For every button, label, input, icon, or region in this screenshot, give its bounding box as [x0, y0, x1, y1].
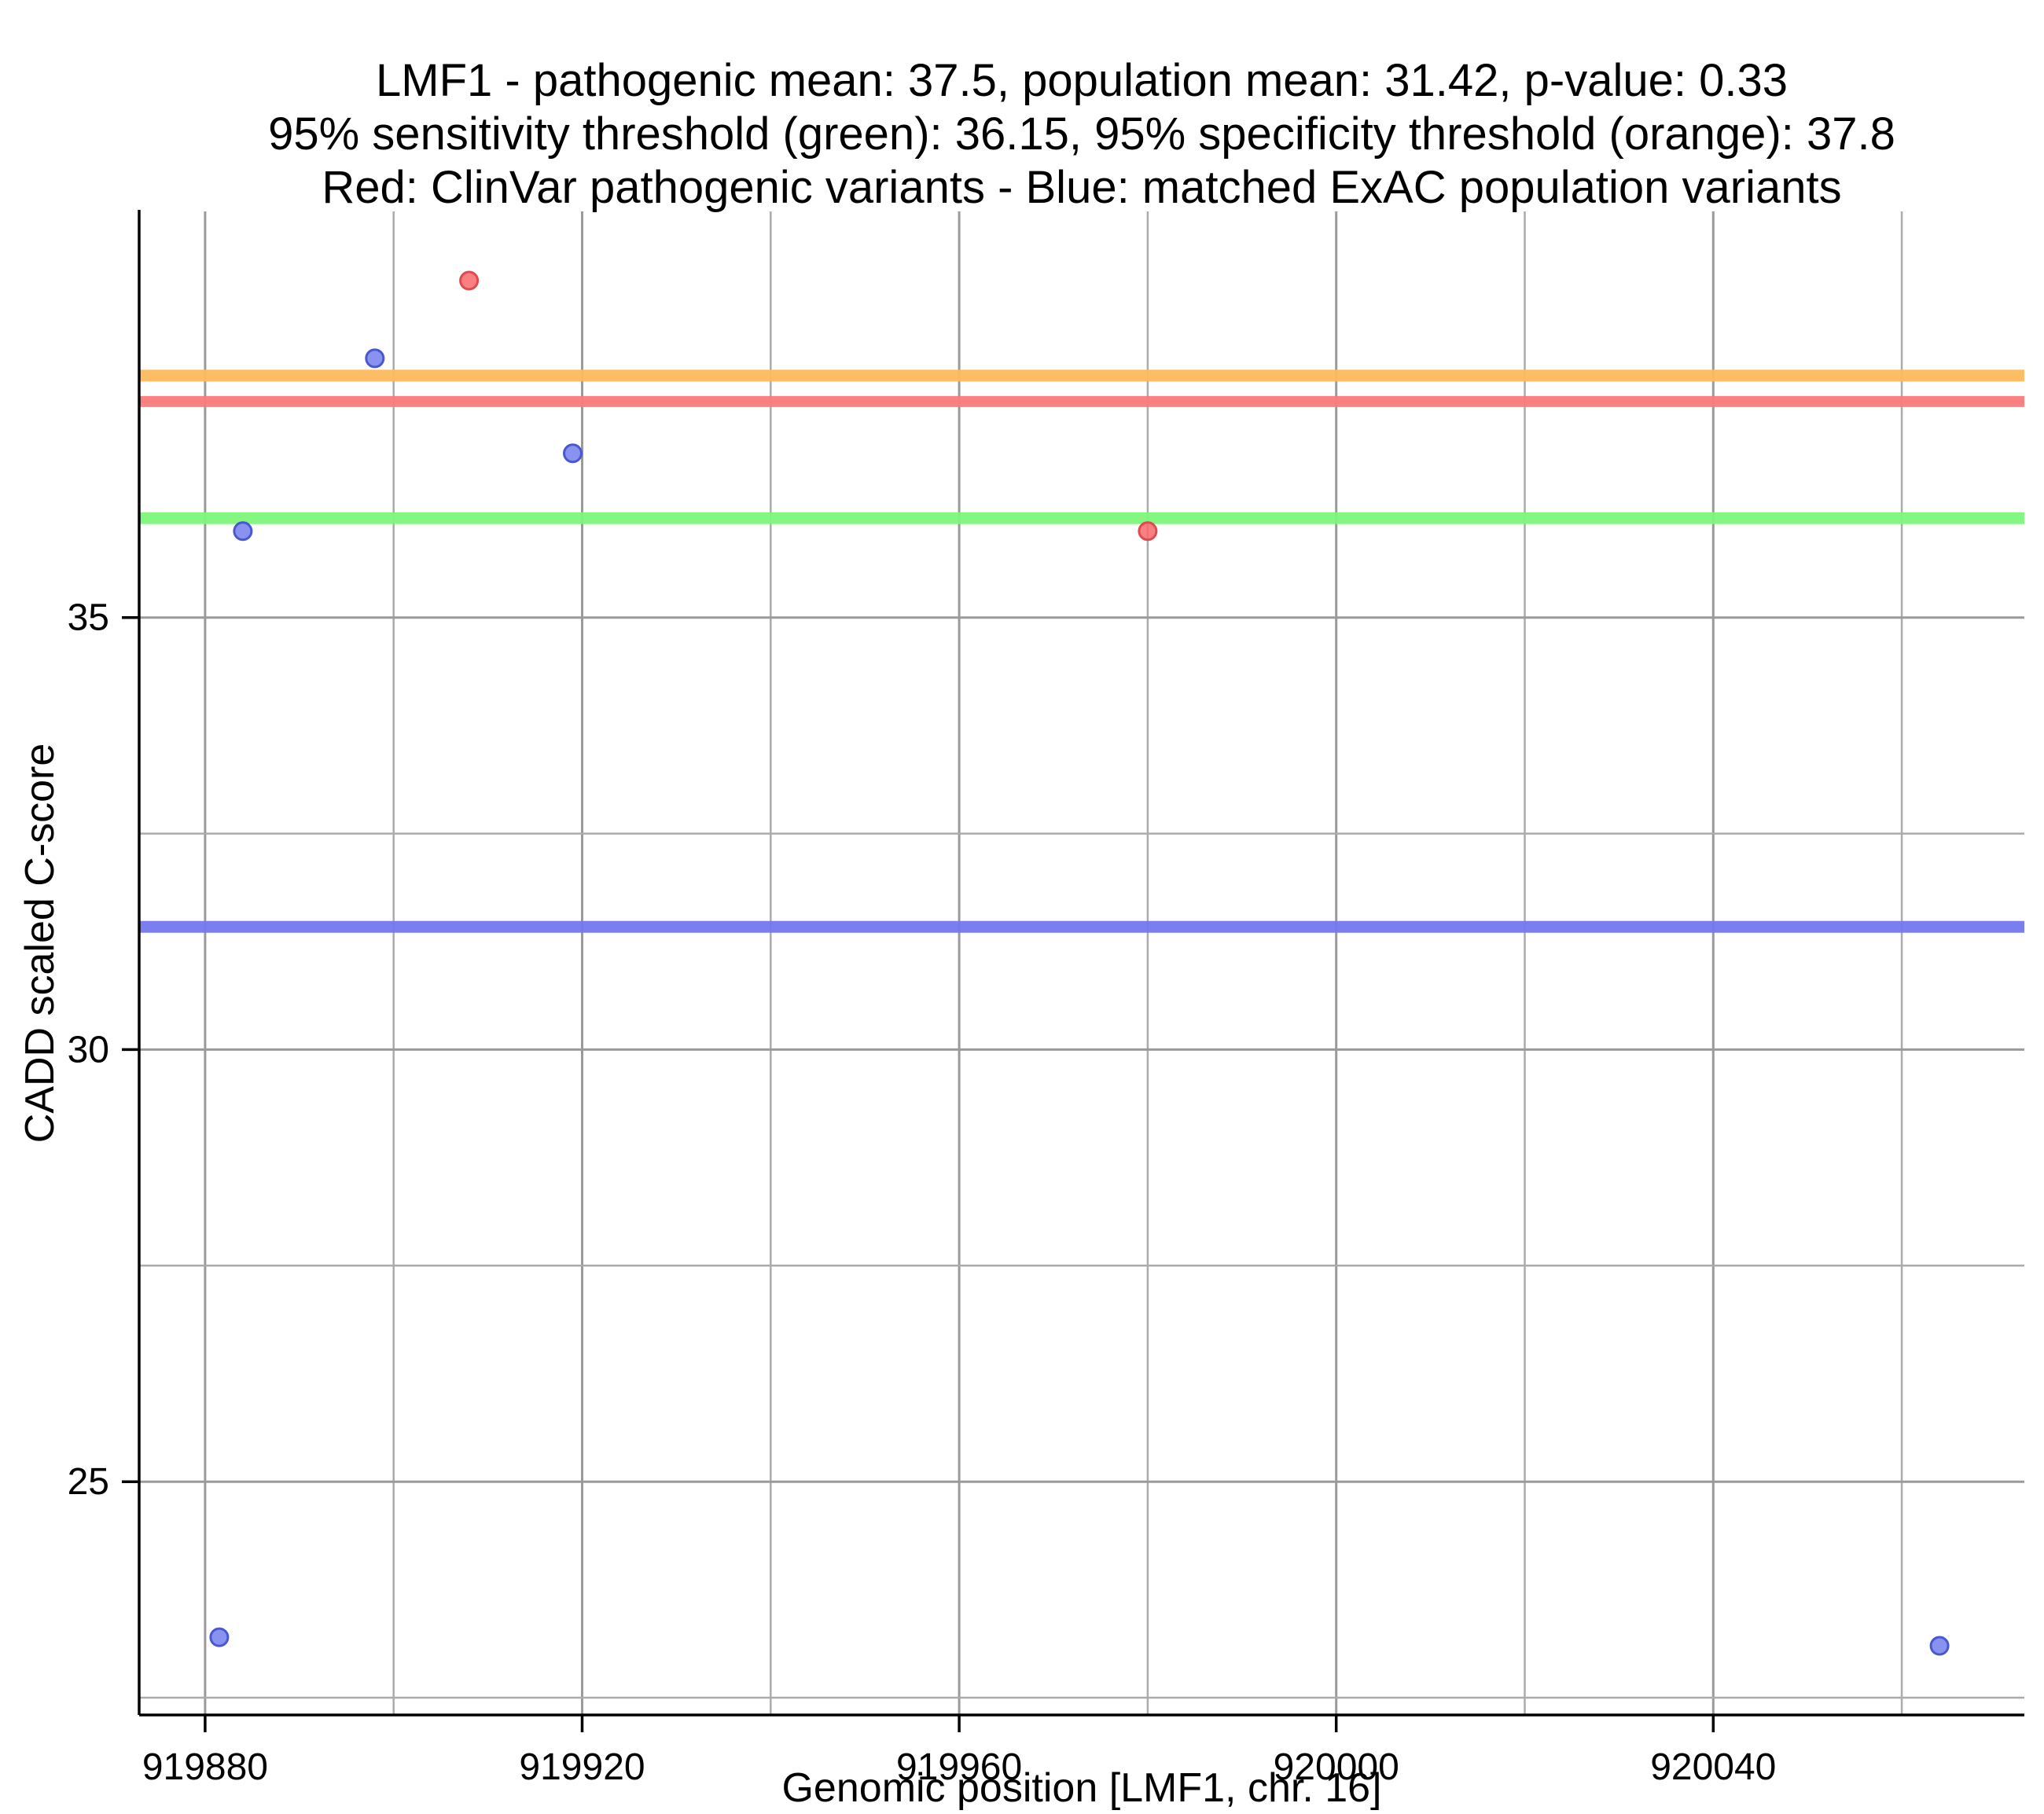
threshold-lines-layer [139, 369, 2024, 933]
chart-title-line-2: 95% sensitivity threshold (green): 36.15… [268, 108, 1895, 160]
chart-title-line-1: LMF1 - pathogenic mean: 37.5, population… [376, 55, 1788, 106]
point-clinvar-pathogenic [1138, 521, 1158, 542]
x-tick-label: 919880 [142, 1746, 268, 1788]
point-exac-population [365, 348, 385, 369]
point-exac-population [1929, 1636, 1950, 1656]
x-tick-label: 920000 [1274, 1746, 1399, 1788]
x-tick-label: 919920 [519, 1746, 645, 1788]
point-exac-population [563, 443, 583, 464]
x-tick-label: 919960 [896, 1746, 1022, 1788]
chart-title-line-3: Red: ClinVar pathogenic variants - Blue:… [322, 162, 1841, 213]
point-clinvar-pathogenic [459, 270, 480, 291]
x-axis-title: Genomic position [LMF1, chr. 16] [781, 1765, 1381, 1811]
data-points-layer [209, 270, 1950, 1656]
point-exac-population [209, 1627, 230, 1647]
axis-layer: 919880 919920 919960 920000 920040 25 30 35 [68, 210, 2024, 1788]
x-tick-label: 920040 [1650, 1746, 1776, 1788]
y-tick-label: 25 [68, 1461, 109, 1503]
point-exac-population [233, 521, 253, 542]
y-axis-title: CADD scaled C-score [17, 744, 63, 1144]
grid-layer [139, 211, 2024, 1715]
y-tick-label: 35 [68, 597, 109, 639]
y-tick-label: 30 [68, 1029, 109, 1070]
